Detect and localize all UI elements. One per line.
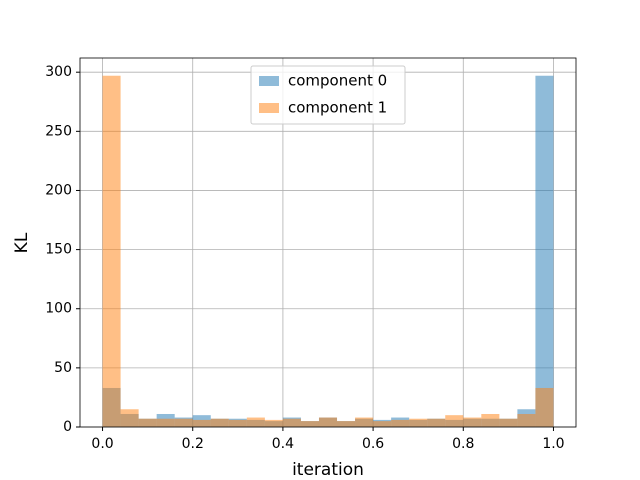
y-tick-label: 300 — [45, 64, 72, 80]
histogram-bar — [535, 75, 554, 427]
histogram-bar — [300, 421, 319, 427]
histogram-bar — [246, 417, 265, 427]
histogram-bar — [318, 417, 338, 427]
y-tick-label: 200 — [45, 182, 72, 198]
y-tick-label: 50 — [54, 360, 72, 376]
x-tick-label: 0.8 — [452, 436, 474, 452]
histogram-bar — [481, 413, 500, 427]
histogram-bar — [174, 418, 193, 427]
legend-swatch — [259, 103, 279, 113]
histogram-bar — [138, 418, 157, 427]
x-tick-label: 0.4 — [272, 436, 294, 452]
histogram-bar — [282, 418, 301, 427]
histogram-bar — [535, 387, 554, 427]
histogram-bar — [337, 421, 356, 427]
legend-box — [250, 65, 406, 125]
histogram-bar — [355, 417, 374, 427]
legend-label: component 0 — [288, 72, 387, 90]
histogram-bar — [264, 419, 283, 427]
x-axis-label: iteration — [292, 460, 364, 480]
y-tick-label: 100 — [45, 301, 72, 317]
histogram-bar — [120, 409, 139, 427]
histogram-bar — [102, 75, 121, 427]
histogram-bar — [156, 418, 175, 427]
histogram-bar — [192, 419, 211, 427]
histogram-bar — [391, 419, 410, 427]
y-axis-label: KL — [12, 232, 32, 253]
histogram-bar — [373, 421, 392, 427]
histogram-bar — [228, 419, 247, 427]
legend-swatch — [259, 76, 279, 86]
legend: component 0 component 1 — [250, 65, 406, 125]
y-tick-label: 0 — [63, 419, 72, 435]
histogram-bar — [517, 413, 536, 427]
x-tick-label: 0.0 — [91, 436, 113, 452]
histogram-bar — [499, 418, 518, 427]
histogram-bar — [463, 417, 482, 427]
histogram-bar — [445, 415, 464, 427]
histogram-bar — [427, 418, 446, 427]
x-tick-label: 1.0 — [542, 436, 564, 452]
legend-label: component 1 — [288, 99, 387, 117]
y-tick-label: 250 — [45, 123, 72, 139]
x-tick-label: 0.2 — [182, 436, 204, 452]
x-tick-label: 0.6 — [362, 436, 384, 452]
histogram-bar — [210, 418, 229, 427]
y-tick-label: 150 — [45, 242, 72, 258]
plot-frame — [79, 57, 577, 428]
histogram-bar — [409, 418, 428, 427]
